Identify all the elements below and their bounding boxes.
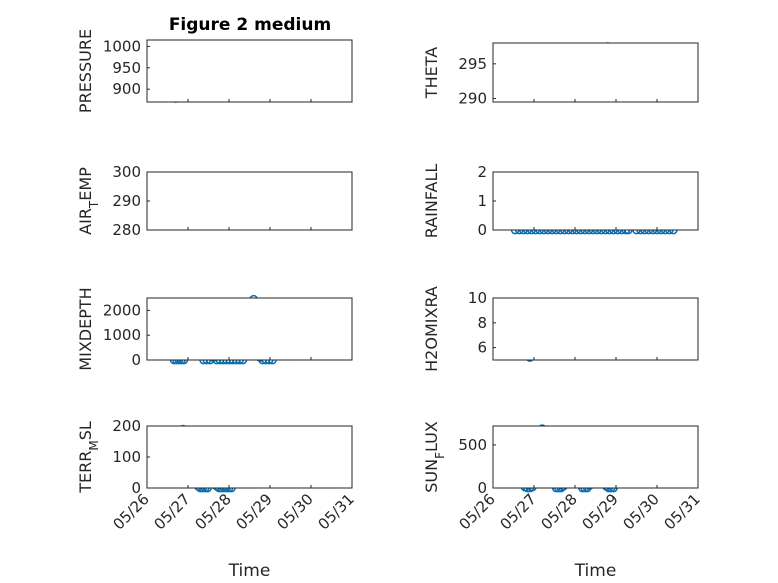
- y-tick-label: 200: [112, 417, 141, 435]
- ylabel-theta: THETA: [422, 47, 441, 99]
- x-tick-label: 05/27: [497, 490, 540, 533]
- x-tick-label: 05/30: [274, 490, 317, 533]
- y-tick-label: 500: [458, 436, 487, 454]
- axes-box-air_temp: [146, 171, 353, 231]
- y-tick-label: 2: [477, 163, 487, 181]
- axes-box-h2omixra: [492, 297, 699, 361]
- chart-terr_msl: 010020005/2605/2705/2805/2905/3005/31TER…: [76, 417, 358, 581]
- x-tick-label: 05/31: [315, 490, 358, 533]
- ylabel-sun_flux: SUNFLUX: [422, 421, 447, 493]
- y-tick-label: 280: [112, 221, 141, 239]
- xlabel-terr_msl: Time: [228, 561, 271, 581]
- x-tick-label: 05/29: [579, 490, 622, 533]
- axes-box-sun_flux: [492, 425, 699, 489]
- y-tick-label: 10: [468, 289, 487, 307]
- y-tick-label: 900: [112, 80, 141, 98]
- ylabel-pressure: PRESSURE: [76, 29, 95, 113]
- ylabel-mixdepth: MIXDEPTH: [76, 287, 95, 370]
- y-tick-label: 290: [112, 192, 141, 210]
- figure-title: Figure 2 medium: [169, 15, 331, 35]
- axes-box-pressure: [146, 39, 353, 103]
- y-tick-label: 290: [458, 90, 487, 108]
- chart-pressure: 900 950 1000 PRESSURE: [76, 29, 353, 113]
- y-tick-label: 1000: [103, 37, 141, 55]
- y-tick-label: 295: [458, 55, 487, 73]
- x-tick-label: 05/30: [620, 490, 663, 533]
- ylabel-air_temp: AIRTEMP: [76, 167, 101, 235]
- y-tick-label: 0: [477, 479, 487, 497]
- ylabel-rainfall: RAINFALL: [422, 164, 441, 239]
- x-tick-label: 05/27: [151, 490, 194, 533]
- y-tick-label: 0: [131, 351, 141, 369]
- y-tick-label: 6: [477, 339, 487, 357]
- chart-sun_flux: 050005/2605/2705/2805/2905/3005/31SUNFLU…: [422, 421, 704, 581]
- axes-box-theta: [492, 42, 699, 103]
- y-tick-label: 0: [131, 479, 141, 497]
- x-tick-label: 05/29: [233, 490, 276, 533]
- y-tick-label: 8: [477, 314, 487, 332]
- chart-mixdepth: 0 1000 2000 MIXDEPTH: [76, 287, 353, 371]
- chart-air_temp: 280 290 300 AIRTEMP: [76, 163, 353, 239]
- x-tick-label: 05/31: [661, 490, 704, 533]
- x-tick-label: 05/28: [538, 490, 581, 533]
- y-tick-label: 1: [477, 192, 487, 210]
- axes-box-mixdepth: [146, 297, 353, 361]
- x-tick-label: 05/28: [192, 490, 235, 533]
- xlabel-sun_flux: Time: [574, 561, 617, 581]
- y-tick-label: 950: [112, 59, 141, 77]
- y-tick-label: 2000: [103, 301, 141, 319]
- ylabel-terr_msl: TERRMSL: [76, 421, 101, 494]
- y-tick-label: 1000: [103, 326, 141, 344]
- chart-h2omixra: 6 8 10 H2OMIXRA: [422, 286, 699, 372]
- y-tick-label: 300: [112, 163, 141, 181]
- axes-box-terr_msl: [146, 425, 353, 489]
- axes-box-rainfall: [492, 171, 699, 231]
- y-tick-label: 100: [112, 448, 141, 466]
- y-tick-label: 0: [477, 221, 487, 239]
- chart-theta: 290 295 THETA: [422, 42, 699, 108]
- chart-rainfall: 0 1 2 RAINFALL: [422, 163, 699, 239]
- ylabel-h2omixra: H2OMIXRA: [422, 286, 441, 372]
